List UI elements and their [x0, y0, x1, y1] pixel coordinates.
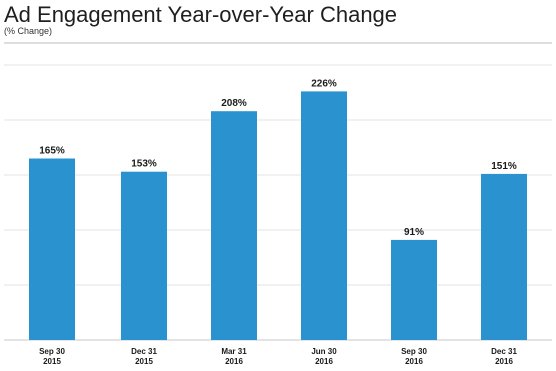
bar-0 [29, 158, 75, 340]
gridlines [4, 64, 552, 286]
chart-title: Ad Engagement Year-over-Year Change [4, 2, 398, 27]
value-label-4: 91% [404, 227, 424, 238]
bars [29, 91, 527, 341]
x-tick-label-4-0: Sep 30 [401, 347, 427, 356]
x-tick-label-4-1: 2016 [405, 357, 423, 366]
x-tick-label-1-1: 2015 [135, 357, 153, 366]
value-label-2: 208% [221, 98, 247, 109]
chart-subtitle: (% Change) [4, 26, 53, 36]
x-tick-label-2-0: Mar 31 [221, 347, 247, 356]
x-tick-label-3-0: Jun 30 [311, 347, 337, 356]
value-label-3: 226% [311, 78, 337, 89]
x-tick-label-5-1: 2016 [495, 357, 513, 366]
x-tick-label-1-0: Dec 31 [131, 347, 157, 356]
x-tick-label-5-0: Dec 31 [491, 347, 517, 356]
x-tick-label-3-1: 2016 [315, 357, 333, 366]
bar-4 [391, 239, 437, 340]
bar-1 [121, 171, 167, 340]
value-labels: 165% 153% 208% 226% 91% 151% [39, 78, 517, 238]
bar-3 [301, 91, 347, 341]
bar-5 [481, 173, 527, 340]
x-tick-label-0-0: Sep 30 [39, 347, 65, 356]
value-label-1: 153% [131, 159, 157, 170]
value-label-0: 165% [39, 146, 65, 157]
bar-2 [211, 111, 257, 340]
x-tick-label-2-1: 2016 [225, 357, 243, 366]
x-tick-label-0-1: 2015 [43, 357, 61, 366]
value-label-5: 151% [491, 161, 517, 172]
